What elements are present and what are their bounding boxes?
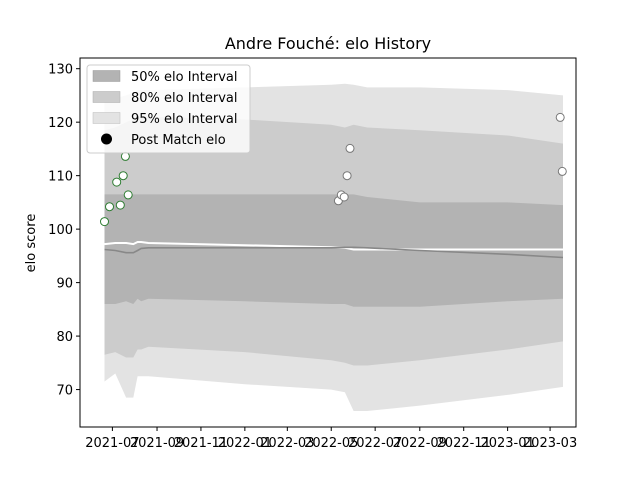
x-tick-label-2021-09: 2021-09 (130, 436, 184, 451)
y-tick-label-80: 80 (56, 330, 73, 345)
y-tick-label-110: 110 (48, 170, 73, 185)
y-tick-label-70: 70 (56, 384, 73, 399)
x-tick-label-2021-11: 2021-11 (174, 436, 228, 451)
plot-frame (79, 57, 577, 428)
post-match-point-5 (118, 171, 128, 181)
y-tick-label-120: 120 (48, 116, 73, 131)
y-axis-ticks: 70 80 90 100 110 120 130 (48, 63, 80, 399)
post-match-point-11 (342, 171, 352, 181)
x-tick-label-2022-09: 2022-09 (393, 436, 447, 451)
post-match-point-10 (339, 192, 349, 202)
legend-frame (86, 64, 251, 154)
legend-swatch-80 (92, 91, 121, 103)
post-match-point-12 (345, 143, 355, 153)
x-tick-label-2022-05: 2022-05 (304, 436, 358, 451)
y-tick-label-90: 90 (56, 277, 73, 292)
x-tick-label-2023-03: 2023-03 (523, 436, 577, 451)
legend-label-95: 95% elo Interval (131, 112, 238, 127)
legend-label-50: 50% elo Interval (131, 70, 238, 85)
legend-swatch-95 (92, 112, 121, 124)
x-axis-ticks: 2021-072021-092021-112022-012022-032022-… (85, 427, 577, 451)
legend-swatch-50 (92, 70, 121, 82)
plot-area (100, 83, 567, 411)
post-match-point-2 (105, 202, 114, 212)
x-tick-label-2022-03: 2022-03 (260, 436, 314, 451)
legend-marker-point (101, 133, 112, 145)
mean-elo-line (104, 246, 564, 259)
x-tick-label-2021-07: 2021-07 (85, 436, 139, 451)
post-match-point-6 (120, 151, 130, 161)
y-tick-label-130: 130 (48, 63, 73, 78)
legend-label-80: 80% elo Interval (131, 91, 238, 106)
post-match-point-4 (115, 200, 125, 210)
legend: 50% elo Interval 80% elo Interval 95% el… (86, 64, 251, 154)
legend-label-point: Post Match elo (131, 133, 226, 148)
x-tick-label-2022-11: 2022-11 (437, 436, 491, 451)
chart-title: Andre Fouché: elo History (225, 34, 431, 53)
post-match-points (100, 112, 567, 227)
y-axis-label: elo score (24, 214, 39, 273)
x-tick-label-2022-01: 2022-01 (218, 436, 272, 451)
post-match-point-7 (123, 190, 133, 200)
x-tick-label-2023-01: 2023-01 (480, 436, 534, 451)
post-match-point-1 (100, 217, 109, 227)
y-tick-label-100: 100 (48, 223, 73, 238)
interval-50-band (104, 194, 563, 307)
post-match-point-14 (557, 166, 567, 176)
x-tick-label-2022-07: 2022-07 (348, 436, 402, 451)
post-match-point-13 (555, 112, 565, 122)
post-match-point-3 (112, 177, 122, 187)
